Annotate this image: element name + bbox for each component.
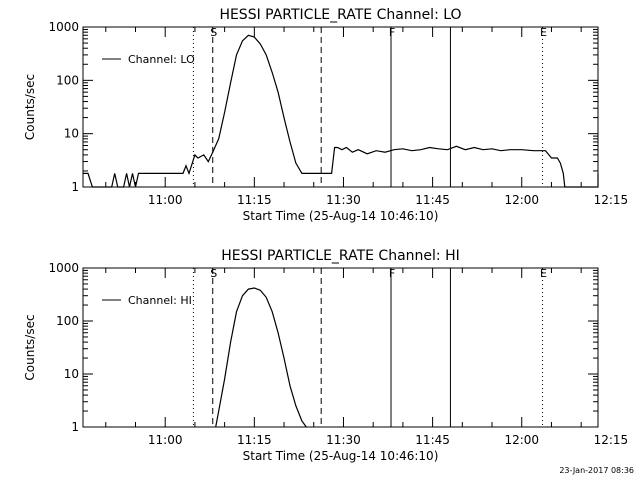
y-axis-label: Counts/sec (23, 314, 37, 380)
marker-label: E (540, 26, 547, 39)
y-tick-label: 1000 (48, 20, 79, 34)
chart-panel-0 (82, 26, 599, 188)
series-line (215, 287, 307, 428)
chart-panel-1 (82, 267, 599, 428)
series-line (83, 34, 599, 188)
chart-title: HESSI PARTICLE_RATE Channel: HI (221, 248, 459, 264)
x-tick-label: 11:45 (415, 433, 450, 447)
marker-label: S (210, 26, 217, 39)
y-tick-label: 100 (56, 73, 79, 87)
plot-frame (82, 26, 599, 188)
x-tick-label: 11:45 (415, 193, 450, 207)
y-tick-label: 10 (64, 367, 79, 381)
x-tick-label: 12:15 (594, 433, 629, 447)
legend-label: Channel: LO (128, 53, 195, 66)
x-tick-label: 11:00 (148, 433, 183, 447)
marker-label: F (389, 26, 395, 39)
y-axis-label: Counts/sec (23, 74, 37, 140)
x-tick-label: 12:00 (504, 433, 539, 447)
y-tick-label: 100 (56, 314, 79, 328)
y-tick-label: 10 (64, 127, 79, 141)
x-axis-label: Start Time (25-Aug-14 10:46:10) (243, 449, 439, 463)
x-tick-label: 11:15 (237, 193, 272, 207)
footer-date: 23-Jan-2017 08:36 (559, 466, 634, 475)
x-tick-label: 12:15 (594, 193, 629, 207)
x-tick-label: 11:15 (237, 433, 272, 447)
marker-label: F (389, 267, 395, 280)
x-tick-label: 11:30 (326, 433, 361, 447)
marker-label: S (210, 267, 217, 280)
plot-frame (82, 267, 599, 428)
chart-title: HESSI PARTICLE_RATE Channel: LO (219, 7, 461, 23)
marker-label: E (540, 267, 547, 280)
x-axis-label: Start Time (25-Aug-14 10:46:10) (243, 209, 439, 223)
y-tick-label: 1000 (48, 261, 79, 275)
x-tick-label: 11:00 (148, 193, 183, 207)
y-tick-label: 1 (71, 180, 79, 194)
x-tick-label: 12:00 (504, 193, 539, 207)
y-tick-label: 1 (71, 420, 79, 434)
legend-label: Channel: HI (128, 294, 192, 307)
x-tick-label: 11:30 (326, 193, 361, 207)
